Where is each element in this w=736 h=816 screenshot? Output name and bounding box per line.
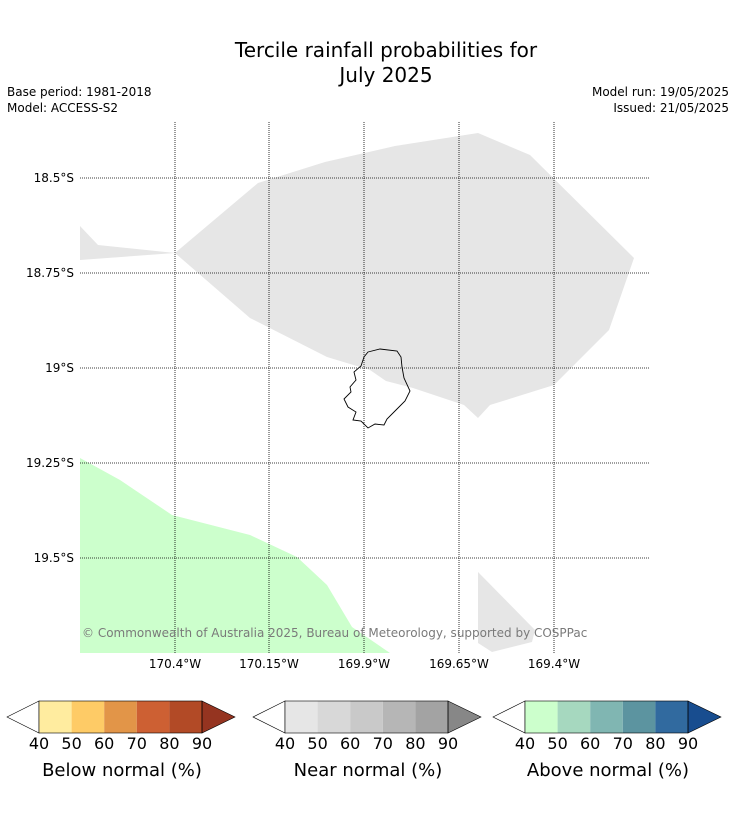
colorbar-tick: 90 [677,734,699,753]
model-run: Model run: 19/05/2025 [591,85,729,99]
colorbar-ticks: 40 50 60 70 80 90 [252,734,484,754]
near-normal-region [80,133,634,418]
lat-label: 18.5°S [33,171,74,185]
colorbar-above-normal: 40 50 60 70 80 90 Above normal (%) [492,700,724,781]
colorbar-tick: 60 [94,734,115,753]
colorbar-swatch [590,701,623,733]
lat-label: 19.5°S [33,551,74,565]
copyright-notice: © Commonwealth of Australia 2025, Bureau… [82,626,588,640]
lat-label: 18.75°S [26,266,74,280]
meta-right: Model run: 19/05/2025 Issued: 21/05/2025 [592,84,729,116]
colorbar-tick: 50 [307,734,328,753]
colorbar-swatch [39,701,72,733]
colorbar-label: Below normal (%) [42,760,202,781]
colorbar-tick: 70 [372,734,393,753]
lon-label: 169.65°W [429,657,489,671]
colorbar-swatch [525,701,558,733]
colorbar-swatch [285,701,318,733]
colorbar-tick: 70 [126,734,147,753]
colorbar-label: Above normal (%) [526,760,690,781]
colorbar-swatch [317,701,351,733]
colorbar-swatch [415,701,448,733]
colorbar-tick: 80 [159,734,180,753]
colorbar-tick: 40 [514,734,536,753]
base-period: Base period: 1981-2018 [7,85,152,99]
model-name: Model: ACCESS-S2 [7,101,119,115]
colorbar-below-normal: 40 50 60 70 80 90 Below normal (%) [6,700,238,781]
colorbar-tick: 60 [340,734,361,753]
meta-left: Base period: 1981-2018 Model: ACCESS-S2 [7,84,152,116]
colorbar-high-extend-outline [687,700,722,734]
colorbar-tick: 60 [580,734,601,753]
colorbar-tick: 40 [28,734,50,753]
colorbar-swatch [382,701,416,733]
map-title: Tercile rainfall probabilities for July … [0,38,736,88]
colorbar-high-extend [688,701,721,733]
lon-label: 170.4°W [148,657,202,671]
colorbar-low-extend [492,700,526,734]
colorbar-near-normal: 40 50 60 70 80 90 Near normal (%) [252,700,484,781]
colorbar-swatch [557,701,591,733]
lon-label: 169.9°W [337,657,391,671]
map-gridlines [80,122,649,653]
colorbar-swatch [71,701,105,733]
colorbar-tick: 80 [645,734,666,753]
colorbar-ticks: 40 50 60 70 80 90 [492,734,724,754]
lon-label: 169.4°W [527,657,581,671]
colorbar-below-svg [6,700,236,734]
colorbar-high-extend-outline [201,700,236,734]
colorbar-swatch [169,701,202,733]
island-coastline [343,348,411,429]
lat-label: 19°S [45,361,74,375]
title-line-1: Tercile rainfall probabilities for [234,38,538,62]
colorbar-high-extend-outline [447,700,482,734]
title-line-2: July 2025 [339,63,433,87]
colorbar-tick: 90 [191,734,213,753]
colorbar-low-extend [6,700,40,734]
colorbar-ticks: 40 50 60 70 80 90 [6,734,238,754]
colorbar-tick: 50 [547,734,568,753]
issued-date: Issued: 21/05/2025 [613,101,729,115]
colorbar-swatch [104,701,137,733]
above-normal-region [80,458,390,653]
colorbar-tick: 40 [274,734,296,753]
colorbar-swatch [622,701,656,733]
lon-label: 170.15°W [239,657,299,671]
colorbar-tick: 90 [437,734,459,753]
colorbar-tick: 50 [61,734,82,753]
colorbar-swatch [350,701,383,733]
colorbar-swatch [136,701,170,733]
colorbar-swatch [655,701,688,733]
colorbar-tick: 70 [612,734,633,753]
colorbar-above-svg [492,700,722,734]
near-normal-region-small [478,572,535,652]
colorbar-high-extend [448,701,481,733]
colorbar-high-extend [202,701,235,733]
colorbar-tick: 80 [405,734,426,753]
colorbar-label: Near normal (%) [293,760,443,781]
colorbar-low-extend [252,700,286,734]
colorbar-near-svg [252,700,482,734]
lat-label: 19.25°S [26,456,74,470]
